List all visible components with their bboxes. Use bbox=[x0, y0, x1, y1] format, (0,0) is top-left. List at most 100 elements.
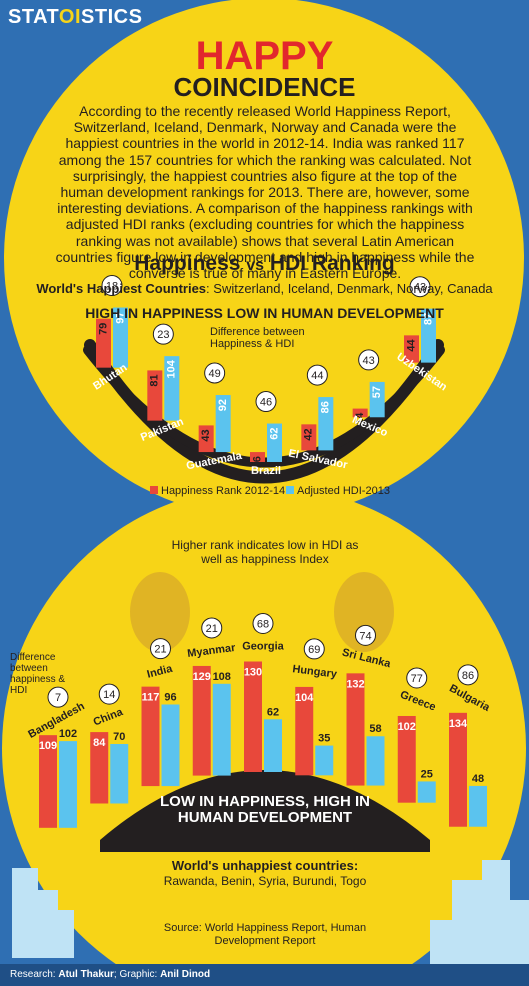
hdi-bar bbox=[417, 781, 436, 803]
difference-circle bbox=[150, 638, 171, 660]
happiness-bar bbox=[192, 665, 211, 776]
difference-label: 7 bbox=[55, 692, 61, 704]
happiness-value-label: 117 bbox=[142, 692, 160, 704]
happiness-value-label: 84 bbox=[93, 737, 106, 749]
happiness-bar bbox=[96, 318, 111, 368]
hdi-bar bbox=[164, 356, 180, 421]
happiness-bar bbox=[198, 425, 214, 453]
hdi-bar bbox=[110, 743, 129, 804]
difference-label: 77 bbox=[411, 673, 423, 685]
difference-label: 44 bbox=[311, 370, 323, 382]
happiness-value-label: 42 bbox=[303, 428, 315, 440]
intro-text: According to the recently released World… bbox=[55, 103, 475, 282]
happiness-value-label: 16 bbox=[251, 456, 263, 468]
happiness-value-label: 130 bbox=[244, 667, 262, 679]
hdi-value-label: 58 bbox=[369, 723, 381, 735]
legend-swatch-happiness bbox=[150, 486, 158, 494]
hdi-bar bbox=[369, 381, 385, 418]
chart2-diff-note: Difference between happiness & HDI bbox=[10, 652, 66, 696]
hdi-bar bbox=[469, 785, 487, 827]
source-note: Source: World Happiness Report, Human De… bbox=[163, 922, 367, 947]
hdi-value-label: 87 bbox=[422, 313, 434, 325]
hdi-value-label: 70 bbox=[113, 731, 125, 743]
happiness-value-label: 81 bbox=[149, 374, 161, 386]
happiness-value-label: 79 bbox=[97, 323, 109, 335]
hdi-bar bbox=[59, 741, 77, 828]
brand-logo: STATOISTICS bbox=[8, 6, 143, 28]
happiness-value-label: 132 bbox=[346, 678, 364, 690]
difference-circle bbox=[152, 323, 174, 345]
chart1-legend: Happiness Rank 2012-14 Adjusted HDI-2013 bbox=[150, 485, 390, 497]
smile-inner bbox=[83, 345, 445, 468]
happiness-bar bbox=[404, 335, 419, 363]
page-title: HAPPY bbox=[195, 34, 334, 78]
difference-circle bbox=[358, 349, 380, 371]
difference-circle bbox=[101, 275, 123, 297]
happiness-bar bbox=[397, 715, 416, 803]
hdi-value-label: 92 bbox=[217, 399, 229, 411]
happiness-value-label: 44 bbox=[405, 338, 417, 351]
hdi-value-label: 35 bbox=[318, 733, 330, 745]
hdi-value-label: 108 bbox=[213, 671, 231, 683]
hdi-bar bbox=[366, 736, 385, 786]
legend-hdi: Adjusted HDI-2013 bbox=[297, 485, 390, 497]
difference-circle bbox=[252, 613, 274, 635]
happiness-value-label: 14 bbox=[354, 412, 366, 425]
hdi-value-label: 97 bbox=[114, 312, 126, 324]
hdi-bar bbox=[161, 704, 180, 787]
hdi-value-label: 62 bbox=[267, 706, 279, 718]
hdi-bar bbox=[264, 719, 282, 773]
difference-circle bbox=[406, 667, 428, 689]
happiness-bar bbox=[141, 686, 160, 787]
category-label: Hungary bbox=[292, 663, 339, 680]
legend-happiness: Happiness Rank 2012-14 bbox=[161, 485, 285, 497]
happiness-bar bbox=[244, 661, 262, 773]
legend-swatch-hdi bbox=[286, 486, 294, 494]
difference-circle bbox=[47, 686, 69, 708]
hdi-value-label: 96 bbox=[164, 691, 176, 703]
hdi-bar bbox=[315, 745, 334, 776]
difference-circle bbox=[255, 391, 277, 413]
happiness-bar bbox=[147, 370, 163, 421]
chart2-note: Higher rank indicates low in HDI as well… bbox=[171, 538, 359, 566]
hdi-bar bbox=[212, 683, 231, 776]
chart1-diff-note: Difference between Happiness & HDI bbox=[210, 326, 305, 350]
difference-label: 69 bbox=[308, 644, 320, 656]
happiness-bar bbox=[352, 408, 368, 418]
hdi-bar bbox=[421, 308, 436, 363]
difference-label: 18 bbox=[106, 281, 118, 293]
hdi-bar bbox=[113, 307, 128, 368]
difference-label: 49 bbox=[209, 368, 221, 380]
happiness-value-label: 134 bbox=[449, 718, 468, 730]
difference-circle bbox=[98, 683, 120, 705]
happiness-bar bbox=[301, 424, 317, 451]
happiness-bar bbox=[449, 712, 467, 827]
difference-label: 46 bbox=[260, 397, 272, 409]
difference-circle bbox=[457, 664, 479, 686]
hdi-bar bbox=[267, 423, 282, 462]
hdi-value-label: 62 bbox=[268, 428, 280, 440]
happiness-value-label: 104 bbox=[295, 692, 314, 704]
happiness-bar bbox=[250, 452, 265, 462]
hdi-value-label: 25 bbox=[421, 768, 433, 780]
happiness-bar bbox=[39, 735, 57, 828]
city-buildings-icon bbox=[12, 860, 529, 964]
category-label: Brazil bbox=[251, 465, 281, 477]
chart2-title: LOW IN HAPPINESS, HIGH IN HUMAN DEVELOPM… bbox=[159, 793, 370, 826]
difference-label: 21 bbox=[206, 623, 218, 635]
hdi-value-label: 48 bbox=[472, 773, 484, 785]
difference-label: 86 bbox=[462, 670, 474, 682]
difference-label: 68 bbox=[257, 619, 269, 631]
difference-circle bbox=[201, 617, 223, 639]
left-eye bbox=[130, 572, 190, 652]
top-smiley-face bbox=[4, 0, 524, 518]
happiness-value-label: 43 bbox=[200, 429, 212, 441]
right-eye bbox=[334, 572, 394, 652]
happiness-bar bbox=[346, 673, 365, 786]
hdi-value-label: 104 bbox=[166, 359, 178, 378]
difference-label: 14 bbox=[103, 689, 115, 701]
happiness-bar bbox=[90, 732, 109, 804]
